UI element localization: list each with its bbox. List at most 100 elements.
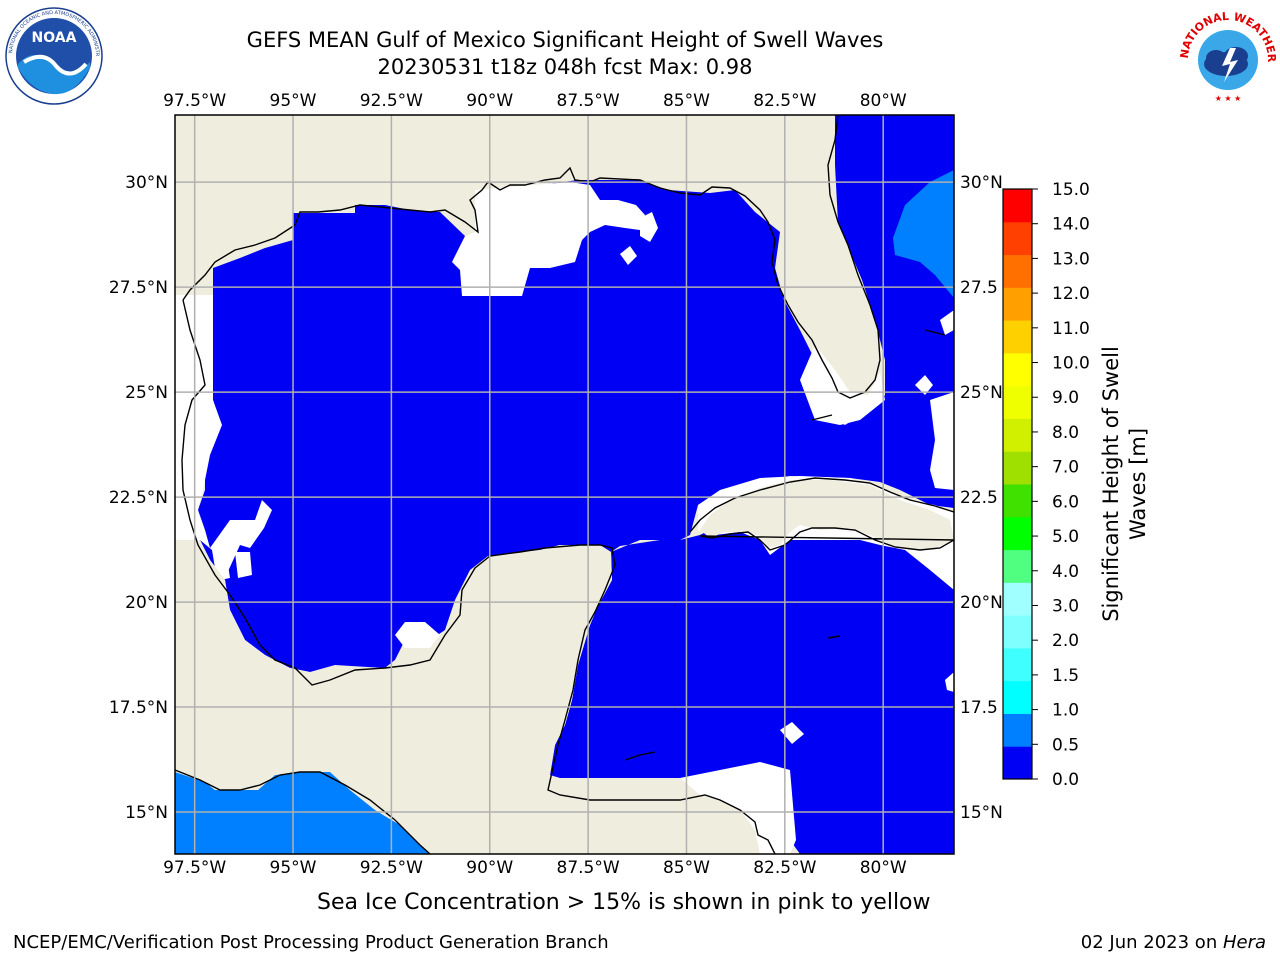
noaa-logo-text: NOAA [32,30,77,46]
lat-label-right: 17.5 [960,698,998,718]
colorbar-tick-label: 4.0 [1052,562,1079,582]
colorbar-segment [1003,287,1032,321]
coastline-islands [624,329,946,761]
lat-label-left: 15°N [125,803,168,823]
colorbar-tick-label: 10.0 [1052,354,1090,374]
lon-label-bottom: 85°W [663,858,710,878]
colorbar-tick-label: 12.0 [1052,284,1090,304]
lon-label-top: 80°W [860,91,907,111]
lat-label-right: 30°N [960,173,1003,193]
lat-label-right: 25°N [960,383,1003,403]
lon-label-bottom: 97.5°W [163,858,226,878]
lon-label-top: 92.5°W [360,91,423,111]
nodata-patch-campeche [215,552,440,648]
lon-label-bottom: 95°W [270,858,317,878]
footer-credit: NCEP/EMC/Verification Post Processing Pr… [13,932,609,953]
colorbar-label-line1: Significant Height of Swell [1099,346,1123,622]
colorbar: 15.0 14.0 13.0 12.0 11.0 10.0 9.0 8.0 7.0 6.0 5.0 4… [1002,180,1150,790]
colorbar-segment [1003,746,1032,780]
lon-label-bottom: 92.5°W [360,858,423,878]
map-frame [174,114,955,855]
colorbar-tick-label: 15.0 [1052,180,1090,200]
svg-text:★ ★ ★: ★ ★ ★ [1215,94,1242,103]
nodata-patch-west [175,295,272,578]
colorbar-segment [1003,549,1032,583]
colorbar-tick-label: 1.0 [1052,701,1079,721]
colorbar-label-line2: Waves [m] [1126,428,1150,540]
colorbar-segment [1003,484,1032,518]
colorbar-segment [1003,516,1032,551]
nodata-patch-east-south [945,672,954,692]
lon-label-top: 90°W [466,91,513,111]
pacific-swell-band [175,772,430,854]
colorbar-segment [1003,221,1032,256]
lon-label-bottom: 87.5°W [557,858,620,878]
map-gridlines [175,115,954,854]
lon-label-top: 97.5°W [163,91,226,111]
coastline-cuba [689,477,954,551]
colorbar-segment [1003,615,1032,649]
colorbar-tick-label: 8.0 [1052,423,1079,443]
gulf-swell-field [198,115,954,854]
coastline-pacific [175,769,431,854]
colorbar-segment [1003,189,1032,223]
colorbar-segment [1003,418,1032,452]
nodata-patch-keys [800,345,885,425]
colorbar-segment [1003,320,1032,354]
nodata-patch-small [620,212,658,265]
lon-label-top: 82.5°W [753,91,816,111]
nodata-patch-north [452,182,645,296]
footer-host: Hera [1222,932,1266,953]
lat-label-left: 27.5°N [109,278,168,298]
map-title: GEFS MEAN Gulf of Mexico Significant Hei… [246,28,884,52]
colorbar-tick-label: 0.5 [1052,735,1079,755]
lon-label-bottom: 82.5°W [753,858,816,878]
lat-label-left: 25°N [125,383,168,403]
colorbar-segment [1003,582,1032,616]
colorbar-tick-label: 3.0 [1052,596,1079,616]
noaa-logo: NOAA NATIONAL OCEANIC AND ATMOSPHERIC AD… [4,6,103,105]
lon-label-top: 85°W [663,91,710,111]
colorbar-segment [1003,451,1032,485]
nodata-patch-honduras [680,722,804,854]
colorbar-segment [1003,352,1032,387]
colorbar-tick-label: 1.5 [1052,666,1079,686]
colorbar-tick-label: 0.0 [1052,770,1079,790]
colorbar-segment [1003,385,1032,419]
colorbar-tick-label: 11.0 [1052,319,1090,339]
lat-label-left: 22.5°N [109,488,168,508]
colorbar-tick-label: 5.0 [1052,527,1079,547]
lat-label-left: 20°N [125,593,168,613]
coastline-gulf [182,115,881,399]
colorbar-tick-label: 13.0 [1052,249,1090,269]
lon-label-top: 87.5°W [557,91,620,111]
lat-label-right: 20°N [960,593,1003,613]
lat-label-right: 27.5 [960,278,998,298]
land-yucatan [175,540,612,854]
colorbar-segment [1003,647,1032,682]
colorbar-tick-label: 6.0 [1052,492,1079,512]
nws-logo: NATIONAL WEATHER SERVICE ★ ★ ★ [1176,4,1278,106]
map-subtitle: 20230531 t18z 048h fcst Max: 0.98 [377,55,753,79]
lon-label-bottom: 90°W [466,858,513,878]
lat-label-right: 15°N [960,803,1003,823]
colorbar-segment [1003,254,1032,288]
lat-label-left: 30°N [125,173,168,193]
atlantic-swell-band [893,170,954,298]
sea-ice-note: Sea Ice Concentration > 15% is shown in … [317,890,931,915]
lat-label-right: 22.5 [960,488,998,508]
nodata-patch-east [915,310,954,490]
colorbar-segment [1003,680,1032,714]
colorbar-segment [1003,713,1032,747]
colorbar-tick-label: 7.0 [1052,458,1079,478]
lat-label-left: 17.5°N [109,698,168,718]
footer-date: 02 Jun 2023 on Hera [1081,932,1266,953]
lon-label-top: 95°W [270,91,317,111]
colorbar-tick-label: 9.0 [1052,388,1079,408]
lon-label-bottom: 80°W [860,858,907,878]
coastline-mexico [181,299,776,854]
footer-date-prefix: 02 Jun 2023 on [1080,932,1223,953]
colorbar-tick-label: 14.0 [1052,215,1090,235]
colorbar-tick-label: 2.0 [1052,631,1079,651]
